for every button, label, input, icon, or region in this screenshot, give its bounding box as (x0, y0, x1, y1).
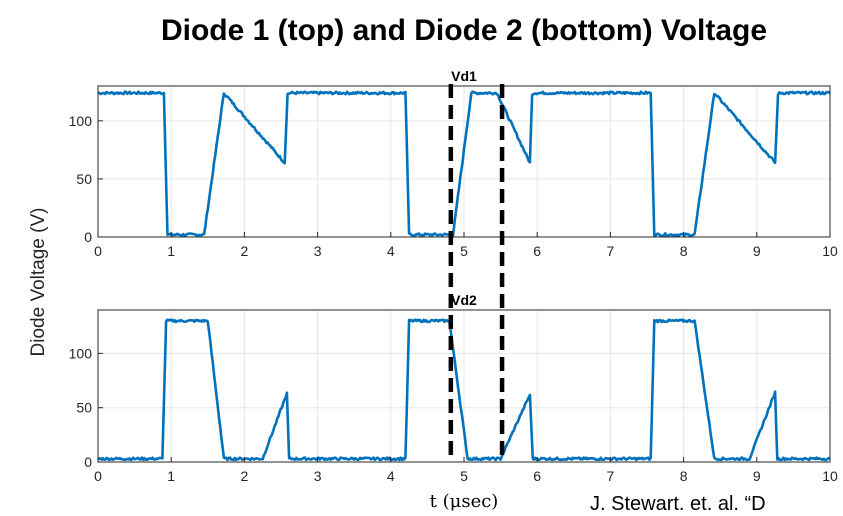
series-line (97, 318, 831, 462)
time-markers (448, 84, 505, 462)
y-tick-label: 50 (76, 400, 92, 416)
x-tick-label: 4 (387, 243, 395, 259)
citation-text: J. Stewart. et. al. “D (590, 493, 766, 515)
x-tick-label: 3 (314, 243, 322, 259)
x-tick-label: 8 (680, 468, 688, 484)
x-tick-label: 4 (387, 468, 395, 484)
series-line (97, 90, 831, 238)
x-tick-label: 6 (533, 243, 541, 259)
x-tick-label: 1 (167, 468, 175, 484)
x-tick-label: 0 (94, 468, 102, 484)
y-tick-label: 50 (76, 171, 92, 187)
x-tick-label: 1 (167, 243, 175, 259)
x-tick-label: 7 (607, 243, 615, 259)
x-axis-label: t (μsec) (430, 491, 499, 512)
y-tick-label: 100 (69, 113, 93, 129)
x-tick-label: 9 (753, 243, 761, 259)
subplot-title: Vd1 (451, 68, 477, 84)
x-tick-label: 7 (607, 468, 615, 484)
x-tick-label: 9 (753, 468, 761, 484)
x-tick-label: 10 (822, 243, 838, 259)
x-tick-label: 2 (241, 243, 249, 259)
x-tick-label: 6 (533, 468, 541, 484)
x-tick-label: 2 (241, 468, 249, 484)
x-tick-label: 3 (314, 468, 322, 484)
subplot-title: Vd2 (451, 292, 477, 308)
x-tick-label: 10 (822, 468, 838, 484)
y-axis-label: Diode Voltage (V) (28, 208, 49, 357)
y-tick-label: 0 (84, 454, 92, 470)
x-tick-label: 8 (680, 243, 688, 259)
y-tick-label: 0 (84, 229, 92, 245)
y-tick-label: 100 (69, 345, 93, 361)
x-tick-label: 5 (460, 243, 468, 259)
x-tick-label: 5 (460, 468, 468, 484)
x-tick-label: 0 (94, 243, 102, 259)
figure-title: Diode 1 (top) and Diode 2 (bottom) Volta… (161, 14, 767, 47)
